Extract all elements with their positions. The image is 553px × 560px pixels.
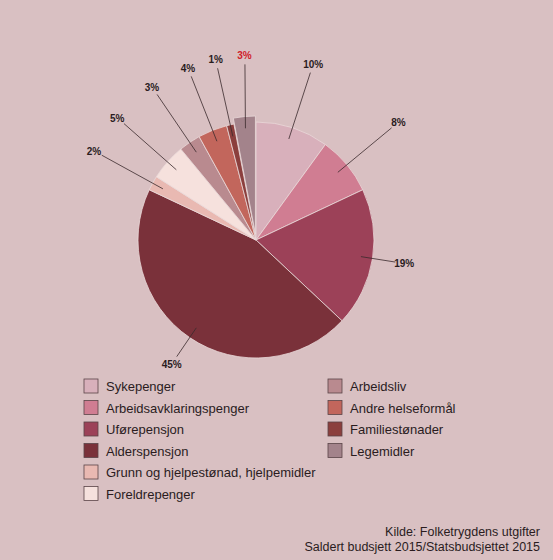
legend-label: Legemidler: [350, 444, 415, 459]
data-label: 19%: [394, 258, 414, 269]
leader-line: [244, 64, 245, 128]
legend-swatch: [84, 465, 98, 479]
slice: [233, 116, 255, 234]
legend-label: Sykepenger: [106, 379, 176, 394]
legend-swatch: [328, 401, 342, 415]
data-label: 10%: [303, 59, 323, 70]
data-label: 3%: [237, 50, 252, 61]
data-label: 45%: [162, 359, 182, 370]
legend-label: Arbeidsliv: [350, 379, 407, 394]
data-label: 2%: [87, 146, 102, 157]
legend-swatch: [84, 379, 98, 393]
data-label: 8%: [391, 117, 406, 128]
legend-swatch: [328, 422, 342, 436]
chart-container: 10% 8% 19% 45% 2% 5% 3% 4% 1% 3% Sykepenger Arbeids…: [0, 0, 553, 560]
data-label: 1%: [208, 54, 223, 65]
legend-swatch: [328, 379, 342, 393]
legend-swatch: [84, 401, 98, 415]
legend-swatch: [84, 422, 98, 436]
legend-label: Arbeidsavklaringspenger: [106, 401, 250, 416]
chart: 10% 8% 19% 45% 2% 5% 3% 4% 1% 3% Sykepenger Arbeids…: [0, 0, 553, 560]
slices: [138, 116, 374, 358]
data-label: 4%: [181, 63, 196, 74]
leader-line: [289, 73, 311, 139]
leader-line: [191, 76, 217, 141]
legend-swatch: [84, 444, 98, 458]
leader-line: [361, 257, 395, 262]
legend-swatch: [328, 444, 342, 458]
legend-label: Andre helseformål: [350, 401, 456, 416]
data-label: 5%: [110, 113, 125, 124]
leader-line: [338, 128, 392, 172]
legend-label: Alderspensjon: [106, 444, 188, 459]
background: [0, 0, 553, 560]
legend-swatch: [84, 487, 98, 501]
legend-label: Foreldrepenger: [106, 487, 196, 502]
leader-line: [177, 328, 197, 357]
data-labels: 10% 8% 19% 45% 2% 5% 3% 4% 1% 3%: [87, 50, 415, 370]
legend-label: Uførepensjon: [106, 422, 184, 437]
leader-line: [157, 94, 196, 152]
legend-label: Grunn og hjelpestønad, hjelpemidler: [106, 465, 316, 480]
data-label: 3%: [145, 82, 160, 93]
leader-line: [218, 68, 233, 136]
leader-line: [124, 124, 176, 170]
source-note: Saldert budsjett 2015/Statsbudsjettet 20…: [304, 540, 540, 554]
source-note: Kilde: Folketrygdens utgifter: [385, 525, 540, 539]
leader-line: [102, 155, 163, 189]
legend-label: Familiestønader: [350, 422, 444, 437]
legend: Sykepenger Arbeidsavklaringspenger Uførepe…: [84, 379, 456, 502]
